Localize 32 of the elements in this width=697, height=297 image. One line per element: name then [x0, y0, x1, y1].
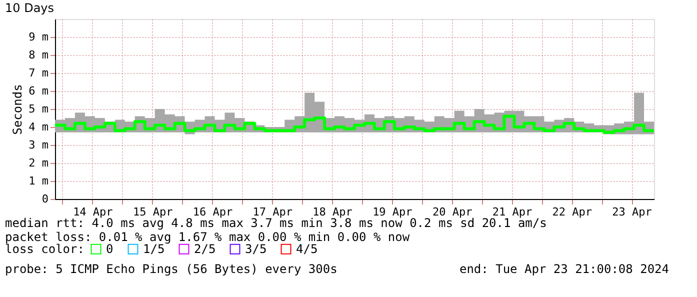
text: median rtt: 4.0 ms avg 4.8 ms max 3.7 ms min 3.8 ms now 0.2 ms sd 20.1 am/s	[5, 216, 547, 230]
x-tick-label: 23 Apr	[612, 206, 652, 218]
x-tick-label: 14 Apr	[73, 206, 114, 218]
y-tick-label: 4 m	[28, 120, 49, 134]
y-tick-label: 8 m	[28, 48, 49, 62]
legend-label: 2/5	[194, 242, 216, 256]
text: packet loss: 0.01 % avg 1.67 % max 0.00 % min 0.00 % now	[5, 230, 410, 244]
y-axis-title: Seconds	[10, 84, 25, 135]
legend-label: 1/5	[143, 242, 165, 256]
legend-label: 0	[106, 242, 114, 256]
x-tick-label: 16 Apr	[192, 206, 233, 218]
chart-title: 10 Days	[5, 1, 54, 15]
x-tick-label: 18 Apr	[312, 206, 353, 218]
x-tick-label: 15 Apr	[132, 206, 174, 218]
legend-label: 4/5	[296, 242, 318, 256]
y-tick-label: 3 m	[28, 138, 49, 152]
y-tick-label: 1 m	[28, 174, 49, 188]
legend-title: loss color:	[5, 242, 84, 256]
y-tick-label: 5 m	[28, 102, 49, 116]
y-tick-label: 7 m	[28, 66, 49, 80]
x-tick-label: 22 Apr	[552, 206, 592, 218]
x-tick-label: 17 Apr	[252, 206, 293, 218]
y-tick-label: 9 m	[28, 30, 49, 44]
y-tick-label: 6 m	[28, 84, 49, 98]
y-tick-label: 2 m	[28, 156, 49, 170]
x-tick-label: 21 Apr	[492, 206, 532, 218]
x-tick-label: 19 Apr	[372, 206, 413, 218]
y-tick-label: 0	[42, 192, 48, 206]
legend-label: 3/5	[245, 242, 267, 256]
text: probe: 5 ICMP Echo Pings (56 Bytes) every 300s	[5, 262, 338, 276]
x-tick-label: 20 Apr	[432, 206, 473, 218]
text: end: Tue Apr 23 21:00:08 2024	[459, 262, 669, 276]
